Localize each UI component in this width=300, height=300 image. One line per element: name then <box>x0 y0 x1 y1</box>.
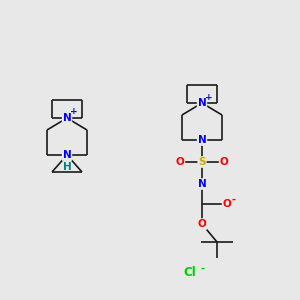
Text: N: N <box>198 98 206 108</box>
Text: N: N <box>63 150 71 160</box>
Text: Cl: Cl <box>184 266 196 278</box>
Text: N: N <box>63 113 71 123</box>
Text: S: S <box>198 157 206 167</box>
Text: O: O <box>198 219 206 229</box>
Text: O: O <box>220 157 228 167</box>
Text: N: N <box>198 179 206 189</box>
Text: +: + <box>205 92 213 101</box>
Text: -: - <box>201 264 205 274</box>
Text: -: - <box>232 195 236 205</box>
Text: H: H <box>63 162 71 172</box>
Text: O: O <box>176 157 184 167</box>
Text: N: N <box>198 135 206 145</box>
Text: +: + <box>70 107 78 116</box>
Text: O: O <box>223 199 231 209</box>
